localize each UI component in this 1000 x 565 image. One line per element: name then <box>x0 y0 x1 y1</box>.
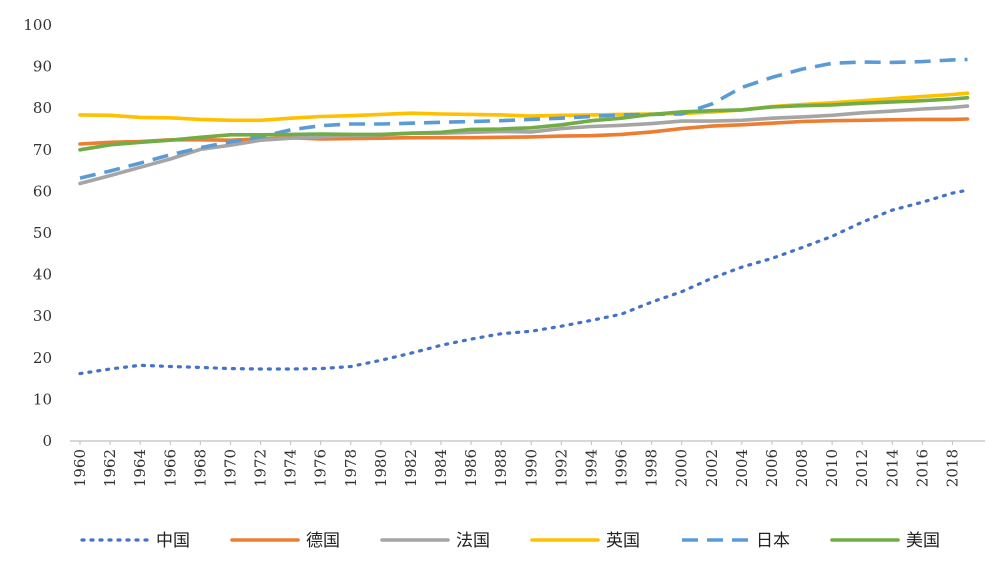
x-tick-label: 1972 <box>252 449 270 487</box>
x-tick-label: 2018 <box>943 449 961 487</box>
x-tick-label: 2004 <box>733 449 751 487</box>
x-tick-label: 1976 <box>312 449 330 487</box>
series-line-4 <box>78 91 970 123</box>
y-tick-label: 30 <box>33 307 52 325</box>
y-tick-label: 90 <box>33 58 52 76</box>
legend-label: 法国 <box>456 531 490 551</box>
x-tick-label: 1960 <box>71 449 89 487</box>
x-tick-label: 2010 <box>823 449 841 487</box>
y-tick-label: 80 <box>33 99 52 117</box>
y-tick-label: 40 <box>33 266 52 284</box>
legend-item-5: 日本 <box>682 531 790 551</box>
x-tick-label: 1996 <box>613 449 631 487</box>
series-line-3 <box>78 104 970 186</box>
legend-item-2: 德国 <box>230 531 340 551</box>
x-tick-label: 1998 <box>643 449 661 487</box>
x-tick-label: 2002 <box>703 449 721 487</box>
series-line-6 <box>78 96 970 152</box>
legend-item-6: 美国 <box>830 531 940 551</box>
x-tick-label: 2014 <box>883 449 901 487</box>
y-tick-label: 50 <box>33 224 52 242</box>
y-tick-label: 60 <box>33 182 52 200</box>
x-tick-label: 1964 <box>131 449 149 487</box>
x-tick-label: 1978 <box>342 449 360 487</box>
legend-label: 中国 <box>156 531 190 551</box>
x-tick-label: 1992 <box>552 449 570 487</box>
legend-label: 英国 <box>606 531 640 551</box>
legend-label: 美国 <box>906 531 940 551</box>
x-tick-label: 1966 <box>161 449 179 487</box>
x-tick-label: 2012 <box>853 449 871 487</box>
x-tick-label: 1984 <box>432 449 450 487</box>
legend-item-4: 英国 <box>530 531 640 551</box>
x-tick-label: 1988 <box>492 449 510 487</box>
x-tick-label: 1980 <box>372 449 390 487</box>
x-tick-label: 1962 <box>101 449 119 487</box>
legend-label: 德国 <box>306 531 340 551</box>
axis-layer: 0 10 20 30 40 50 60 70 80 90 100 1960 1962 1964 1966 19… <box>23 16 985 487</box>
x-tick-label: 1994 <box>582 449 600 487</box>
series-line-5 <box>79 57 968 180</box>
x-tick-label: 2008 <box>793 449 811 487</box>
x-tick-label: 1968 <box>191 449 209 487</box>
x-tick-label: 2016 <box>913 449 931 487</box>
y-tick-label: 20 <box>33 349 52 367</box>
x-tick-label: 1990 <box>522 449 540 487</box>
x-tick-label: 2000 <box>673 449 691 487</box>
y-tick-label: 100 <box>23 16 52 34</box>
x-tick-label: 1986 <box>462 449 480 487</box>
x-tick-label: 1974 <box>282 449 300 487</box>
legend-item-1: 中国 <box>80 531 190 551</box>
legend-item-3: 法国 <box>380 531 490 551</box>
x-tick-label: 1970 <box>221 449 239 487</box>
series-line-1 <box>78 188 970 376</box>
y-tick-label: 10 <box>33 390 52 408</box>
legend-label: 日本 <box>756 531 790 551</box>
y-tick-label: 0 <box>42 432 52 450</box>
y-tick-label: 70 <box>33 141 52 159</box>
x-tick-label: 1982 <box>402 449 420 487</box>
legend: 中国 德国 法国 英国 日本 美国 <box>80 531 940 551</box>
series-layer <box>78 57 970 376</box>
x-tick-label: 2006 <box>763 449 781 487</box>
